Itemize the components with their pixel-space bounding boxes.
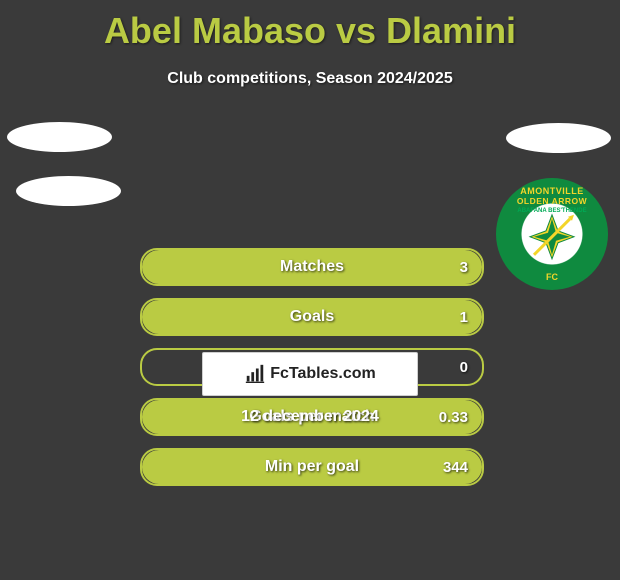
page-title: Abel Mabaso vs Dlamini (0, 0, 620, 52)
stat-right-value: 1 (460, 309, 468, 326)
stat-row: Matches 3 (140, 248, 484, 286)
brand-box[interactable]: FcTables.com (202, 352, 418, 396)
team-right-badge: AMONTVILLE OLDEN ARROW ABAFANA BES'THEND… (496, 178, 608, 290)
team-left-logo-placeholder (16, 176, 121, 206)
arrow-icon (524, 209, 580, 265)
stat-right-value: 3 (460, 259, 468, 276)
subtitle: Club competitions, Season 2024/2025 (0, 70, 620, 88)
comparison-card: Abel Mabaso vs Dlamini Club competitions… (0, 0, 620, 580)
stat-right-value: 0 (460, 359, 468, 376)
stat-right-value: 344 (443, 459, 468, 476)
stat-row: Min per goal 344 (140, 448, 484, 486)
player-left-photo-placeholder (7, 122, 112, 152)
badge-text-line2: OLDEN ARROW (496, 196, 608, 206)
chart-icon (244, 363, 266, 385)
brand-text: FcTables.com (270, 365, 376, 383)
badge-inner: AMONTVILLE OLDEN ARROW ABAFANA BES'THEND… (496, 178, 608, 290)
stat-fill (142, 300, 482, 334)
date-label: 12 december 2024 (0, 408, 620, 426)
stat-row: Goals 1 (140, 298, 484, 336)
badge-fc: FC (496, 272, 608, 282)
badge-text-line1: AMONTVILLE (496, 186, 608, 196)
player-right-photo-placeholder (506, 123, 611, 153)
stat-fill (142, 250, 482, 284)
brand-inner: FcTables.com (244, 363, 376, 385)
stat-fill (142, 450, 482, 484)
